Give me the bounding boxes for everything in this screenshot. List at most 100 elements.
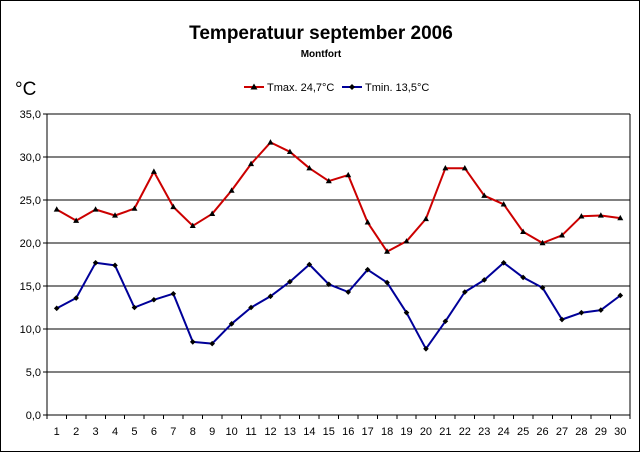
- data-point-tmin: [131, 304, 138, 311]
- x-tick-label: 4: [112, 426, 118, 438]
- x-tick-label: 13: [284, 426, 296, 438]
- data-point-tmax: [481, 192, 488, 198]
- data-point-tmax: [53, 206, 60, 212]
- legend-marker-tmin: [349, 84, 355, 90]
- x-tick-label: 28: [575, 426, 587, 438]
- x-tick-label: 16: [342, 426, 354, 438]
- y-tick-label: 0,0: [26, 410, 41, 422]
- data-point-tmin: [228, 321, 235, 327]
- data-point-tmax: [189, 222, 196, 228]
- y-tick-label: 10,0: [20, 324, 41, 336]
- y-tick-label: 15,0: [20, 281, 41, 293]
- x-tick-label: 20: [420, 426, 432, 438]
- x-tick-label: 22: [459, 426, 471, 438]
- data-point-tmax: [422, 215, 429, 222]
- chart-subtitle: Montfort: [301, 49, 342, 60]
- chart-title: Temperatuur september 2006: [189, 23, 453, 44]
- data-point-tmax: [442, 164, 449, 171]
- data-point-tmin: [481, 277, 488, 283]
- data-point-tmin: [384, 279, 390, 286]
- series-line-tmax: [56, 141, 621, 253]
- x-tick-label: 21: [439, 426, 451, 438]
- data-point-tmin: [598, 307, 604, 313]
- plot-area: 0,05,010,015,020,025,030,035,01 2 3 4 5 6 7 8 9 1…: [20, 109, 631, 438]
- data-point-tmax: [403, 238, 410, 244]
- y-tick-label: 5,0: [26, 367, 41, 379]
- data-point-tmin: [287, 278, 293, 285]
- data-point-tmin: [170, 290, 177, 297]
- data-point-tmax: [325, 177, 332, 184]
- legend: Tmax. 24,7°C Tmin. 13,5°C: [244, 82, 429, 94]
- data-point-tmax: [520, 228, 527, 235]
- data-point-tmax: [539, 239, 546, 246]
- x-tick-label: 29: [595, 426, 607, 438]
- data-point-tmin: [92, 259, 99, 266]
- data-point-tmax: [461, 164, 468, 171]
- x-tick-label: 14: [303, 426, 315, 438]
- x-tick-label: 15: [323, 426, 335, 438]
- x-tick-label: 12: [264, 426, 276, 438]
- x-tick-label: 3: [93, 426, 99, 438]
- data-point-tmin: [520, 274, 526, 281]
- data-point-tmin: [462, 289, 468, 295]
- data-point-tmin: [423, 345, 429, 352]
- data-point-tmax: [170, 203, 177, 210]
- data-point-tmin: [539, 284, 546, 291]
- data-point-tmin: [578, 309, 585, 316]
- data-point-tmin: [364, 266, 371, 273]
- data-point-tmax: [597, 212, 604, 218]
- x-tick-label: 11: [245, 426, 256, 438]
- x-tick-label: 23: [478, 426, 490, 438]
- data-point-tmax: [248, 160, 255, 167]
- x-tick-label: 19: [400, 426, 412, 438]
- x-tick-label: 6: [151, 426, 157, 438]
- data-point-tmin: [617, 292, 624, 299]
- legend-label-tmax: Tmax. 24,7°C: [267, 82, 334, 94]
- x-tick-label: 17: [362, 426, 374, 438]
- data-point-tmax: [267, 139, 274, 145]
- data-point-tmax: [92, 206, 99, 212]
- data-point-tmax: [228, 187, 235, 193]
- data-point-tmax: [558, 232, 565, 238]
- x-tick-label: 1: [54, 426, 60, 438]
- x-tick-label: 25: [517, 426, 529, 438]
- y-tick-label: 20,0: [20, 238, 41, 250]
- x-tick-label: 10: [225, 426, 237, 438]
- legend-label-tmin: Tmin. 13,5°C: [365, 82, 429, 94]
- legend-item-tmax: Tmax. 24,7°C: [244, 82, 334, 94]
- data-point-tmax: [384, 248, 391, 254]
- data-point-tmax: [131, 205, 138, 211]
- data-point-tmax: [345, 171, 352, 178]
- legend-marker-tmax: [250, 83, 258, 90]
- data-point-tmax: [286, 148, 293, 155]
- x-tick-label: 24: [498, 426, 510, 438]
- data-point-tmax: [112, 212, 119, 218]
- data-point-tmin: [559, 316, 565, 323]
- data-point-tmin: [248, 304, 254, 311]
- x-tick-label: 27: [556, 426, 568, 438]
- x-tick-label: 2: [73, 426, 79, 438]
- data-point-tmax: [364, 219, 371, 225]
- x-tick-label: 5: [131, 426, 137, 438]
- y-unit-label: °C: [15, 79, 36, 100]
- x-tick-label: 7: [170, 426, 176, 438]
- data-point-tmin: [403, 309, 410, 316]
- data-point-tmin: [325, 281, 332, 288]
- data-point-tmin: [442, 318, 449, 325]
- x-tick-label: 8: [190, 426, 196, 438]
- data-point-tmin: [345, 289, 352, 295]
- data-point-tmin: [306, 261, 313, 268]
- data-point-tmax: [578, 213, 585, 219]
- data-point-tmax: [209, 210, 216, 216]
- y-tick-label: 25,0: [20, 195, 41, 207]
- data-point-tmax: [617, 214, 624, 221]
- y-tick-label: 35,0: [20, 109, 41, 121]
- data-point-tmax: [150, 168, 157, 174]
- x-tick-label: 30: [614, 426, 626, 438]
- legend-item-tmin: Tmin. 13,5°C: [342, 82, 429, 94]
- data-point-tmin: [112, 262, 118, 269]
- x-tick-label: 9: [209, 426, 215, 438]
- data-point-tmin: [151, 296, 157, 303]
